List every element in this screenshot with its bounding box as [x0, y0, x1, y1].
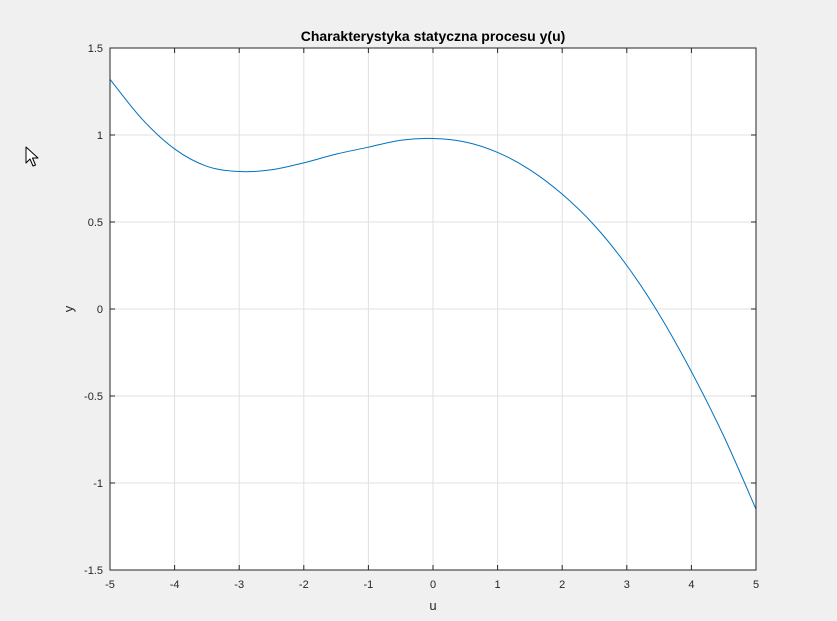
data-point [723, 435, 724, 436]
data-point [691, 371, 692, 372]
data-point [626, 265, 627, 266]
mouse-pointer-icon [25, 146, 39, 167]
y-tick-label: 0 [97, 304, 103, 316]
data-point [206, 166, 207, 167]
x-tick-labels: -5 -4 -3 -2 -1 0 1 2 3 4 5 [105, 579, 759, 591]
y-tick-label: -1 [93, 478, 103, 490]
x-tick-label: 3 [624, 579, 630, 591]
x-tick-label: 0 [430, 579, 436, 591]
data-point [432, 138, 433, 139]
data-point [271, 169, 272, 170]
x-tick-label: -1 [364, 579, 374, 591]
data-point [368, 147, 369, 148]
x-tick-label: 5 [753, 579, 759, 591]
data-point [303, 162, 304, 163]
y-axis-label: y [61, 305, 76, 312]
x-tick-label: -5 [105, 579, 115, 591]
data-point [174, 148, 175, 149]
x-tick-label: 1 [495, 579, 501, 591]
y-tick-labels: -1.5 -1 -0.5 0 0.5 1 1.5 [84, 43, 103, 577]
data-point [529, 169, 530, 170]
data-point [594, 225, 595, 226]
y-tick-label: -1.5 [84, 565, 103, 577]
y-tick-label: 0.5 [88, 217, 103, 229]
x-tick-label: -3 [234, 579, 244, 591]
tick-marks [109, 47, 757, 571]
x-tick-label: -4 [170, 579, 180, 591]
y-tick-label: 1.5 [88, 43, 103, 55]
x-tick-label: -2 [299, 579, 309, 591]
data-point [562, 194, 563, 195]
x-tick-label: 2 [559, 579, 565, 591]
data-point [239, 171, 240, 172]
y-tick-label: -0.5 [84, 391, 103, 403]
x-tick-label: 4 [688, 579, 694, 591]
data-point [497, 152, 498, 153]
series-line-0 [109, 79, 757, 510]
y-tick-label: 1 [97, 130, 103, 142]
data-point [465, 141, 466, 142]
chart-title: Charakterystyka statyczna procesu y(u) [301, 28, 566, 44]
data-point [336, 154, 337, 155]
data-point [142, 119, 143, 120]
x-axis-label: u [429, 598, 436, 613]
grid-lines [110, 48, 756, 570]
data-point [659, 314, 660, 315]
data-point [400, 140, 401, 141]
series-layer [109, 79, 757, 510]
